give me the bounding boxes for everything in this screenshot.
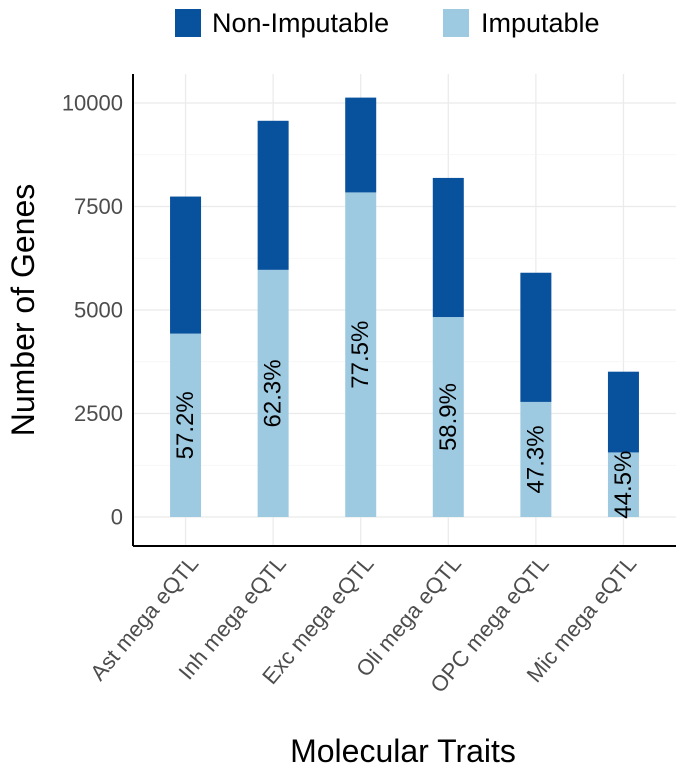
bar-percent-label: 62.3% (260, 359, 287, 427)
bar-imputable (170, 333, 202, 518)
bar-labels: 57.2% 62.3% 77.5% 58.9% 47.3% 44.5% (172, 321, 637, 519)
grid (133, 74, 676, 546)
bar-non-imputable (520, 272, 552, 402)
bar-imputable (257, 269, 289, 518)
axes (132, 74, 676, 547)
y-tick-label: 2500 (74, 401, 123, 426)
bar-non-imputable (345, 97, 377, 193)
bar-percent-label: 44.5% (610, 451, 637, 519)
y-tick-label: 7500 (74, 194, 123, 219)
bar-percent-label: 77.5% (347, 321, 374, 389)
y-axis-title: Number of Genes (5, 184, 41, 437)
bar-non-imputable (170, 196, 202, 334)
y-tick-label: 5000 (74, 298, 123, 323)
legend-swatch (443, 9, 469, 37)
legend-label: Non-Imputable (212, 8, 389, 38)
y-tick-label: 10000 (62, 90, 123, 115)
legend: Non-Imputable Imputable (175, 8, 600, 38)
y-tick-labels: 0 2500 5000 7500 10000 (62, 90, 123, 529)
legend-swatch (175, 9, 201, 37)
bar-imputable (432, 317, 464, 518)
x-axis-title: Molecular Traits (290, 733, 516, 769)
y-tick-label: 0 (111, 505, 123, 530)
bar-imputable (345, 192, 377, 518)
bar-percent-label: 47.3% (522, 425, 549, 493)
bars (170, 97, 639, 518)
bar-imputable (607, 452, 639, 518)
bar-non-imputable (432, 177, 464, 318)
bar-non-imputable (257, 120, 289, 270)
bar-imputable (520, 401, 552, 518)
bar-non-imputable (607, 371, 639, 453)
legend-label: Imputable (481, 8, 600, 38)
bar-percent-label: 58.9% (435, 383, 462, 451)
bar-percent-label: 57.2% (172, 391, 199, 459)
